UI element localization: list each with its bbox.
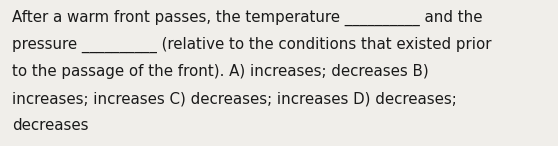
Text: to the passage of the front). A) increases; decreases B): to the passage of the front). A) increas… — [12, 64, 429, 79]
Text: increases; increases C) decreases; increases D) decreases;: increases; increases C) decreases; incre… — [12, 91, 457, 106]
Text: decreases: decreases — [12, 118, 89, 133]
Text: pressure __________ (relative to the conditions that existed prior: pressure __________ (relative to the con… — [12, 37, 492, 53]
Text: After a warm front passes, the temperature __________ and the: After a warm front passes, the temperatu… — [12, 10, 483, 26]
